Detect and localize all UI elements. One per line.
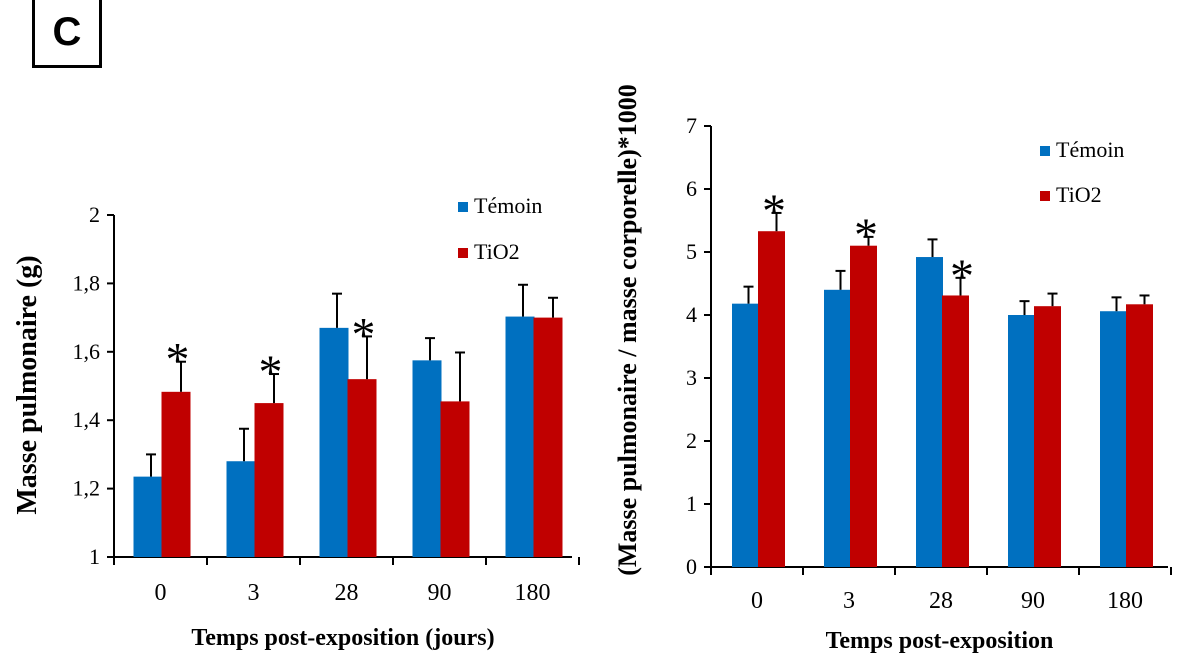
legend-label-temoin: Témoin xyxy=(474,193,542,218)
legend-label-tio2: TiO2 xyxy=(1056,182,1102,207)
legend-swatch-temoin xyxy=(458,202,468,212)
y-axis-label: (Masse pulmonaire / masse corporelle)*10… xyxy=(613,84,642,576)
y-tick-label: 1,8 xyxy=(73,270,101,295)
significance-star: * xyxy=(259,346,283,399)
x-tick-label: 90 xyxy=(428,580,452,606)
x-axis-label: Temps post-exposition xyxy=(826,628,1054,654)
panel-label: C xyxy=(32,0,102,68)
y-tick-label: 2 xyxy=(89,202,100,227)
chart-2: 0 1 2 3 4 5 6 7 0 3 28 90 180 * * * Témoin TiO2 Temps post… xyxy=(613,84,1172,654)
bar-tio2 xyxy=(254,403,284,557)
chart-1: 1 1,2 1,4 1,6 1,8 2 0 3 28 90 180 * * * Témoin TiO2 Temp… xyxy=(12,193,580,651)
x-tick-label: 180 xyxy=(515,580,551,606)
x-tick-label: 28 xyxy=(335,580,359,606)
x-tick-label: 3 xyxy=(248,580,260,606)
x-tick-label: 0 xyxy=(751,588,763,614)
bar-tio2 xyxy=(440,401,470,557)
bar-tio2 xyxy=(758,231,785,567)
bar-temoin xyxy=(1100,311,1127,567)
y-tick-label: 7 xyxy=(686,113,697,138)
significance-star: * xyxy=(950,250,974,303)
x-tick-label: 0 xyxy=(155,580,167,606)
y-tick-label: 2 xyxy=(686,428,697,453)
y-tick-label: 0 xyxy=(686,554,697,579)
bar-temoin xyxy=(226,461,256,557)
x-tick-label: 180 xyxy=(1107,588,1143,614)
y-tick-label: 1,2 xyxy=(73,476,101,501)
bar-temoin xyxy=(916,257,943,567)
bar-tio2 xyxy=(533,317,563,557)
significance-star: * xyxy=(854,209,878,262)
bar-temoin xyxy=(505,316,535,557)
bar-temoin xyxy=(412,360,442,557)
y-tick-label: 1 xyxy=(89,544,100,569)
y-tick-label: 3 xyxy=(686,365,697,390)
y-tick-label: 5 xyxy=(686,239,697,264)
y-tick-label: 4 xyxy=(686,302,697,327)
y-tick-label: 1 xyxy=(686,491,697,516)
bar-temoin xyxy=(1008,315,1035,567)
significance-star: * xyxy=(352,308,376,361)
legend-swatch-tio2 xyxy=(458,248,468,258)
bar-tio2 xyxy=(347,379,377,557)
bar-temoin xyxy=(732,303,759,567)
bar-temoin xyxy=(133,476,163,557)
y-tick-label: 1,6 xyxy=(73,339,101,364)
legend-label-temoin: Témoin xyxy=(1056,137,1124,162)
bar-tio2 xyxy=(1034,306,1061,567)
y-tick-label: 1,4 xyxy=(73,407,101,432)
x-tick-label: 90 xyxy=(1021,588,1045,614)
bar-temoin xyxy=(824,289,851,567)
x-tick-label: 28 xyxy=(929,588,953,614)
bar-tio2 xyxy=(850,245,877,567)
x-tick-label: 3 xyxy=(843,588,855,614)
significance-star: * xyxy=(762,185,786,238)
bar-tio2 xyxy=(1126,304,1153,567)
bar-tio2 xyxy=(161,391,191,557)
legend-swatch-temoin xyxy=(1040,146,1050,156)
legend-swatch-tio2 xyxy=(1040,191,1050,201)
bar-tio2 xyxy=(942,295,969,567)
y-axis-label: Masse pulmonaire (g) xyxy=(12,255,43,514)
significance-star: * xyxy=(166,334,190,387)
legend-label-tio2: TiO2 xyxy=(474,239,520,264)
x-axis-label: Temps post-exposition (jours) xyxy=(191,625,494,651)
bar-temoin xyxy=(319,327,349,557)
y-tick-label: 6 xyxy=(686,176,697,201)
